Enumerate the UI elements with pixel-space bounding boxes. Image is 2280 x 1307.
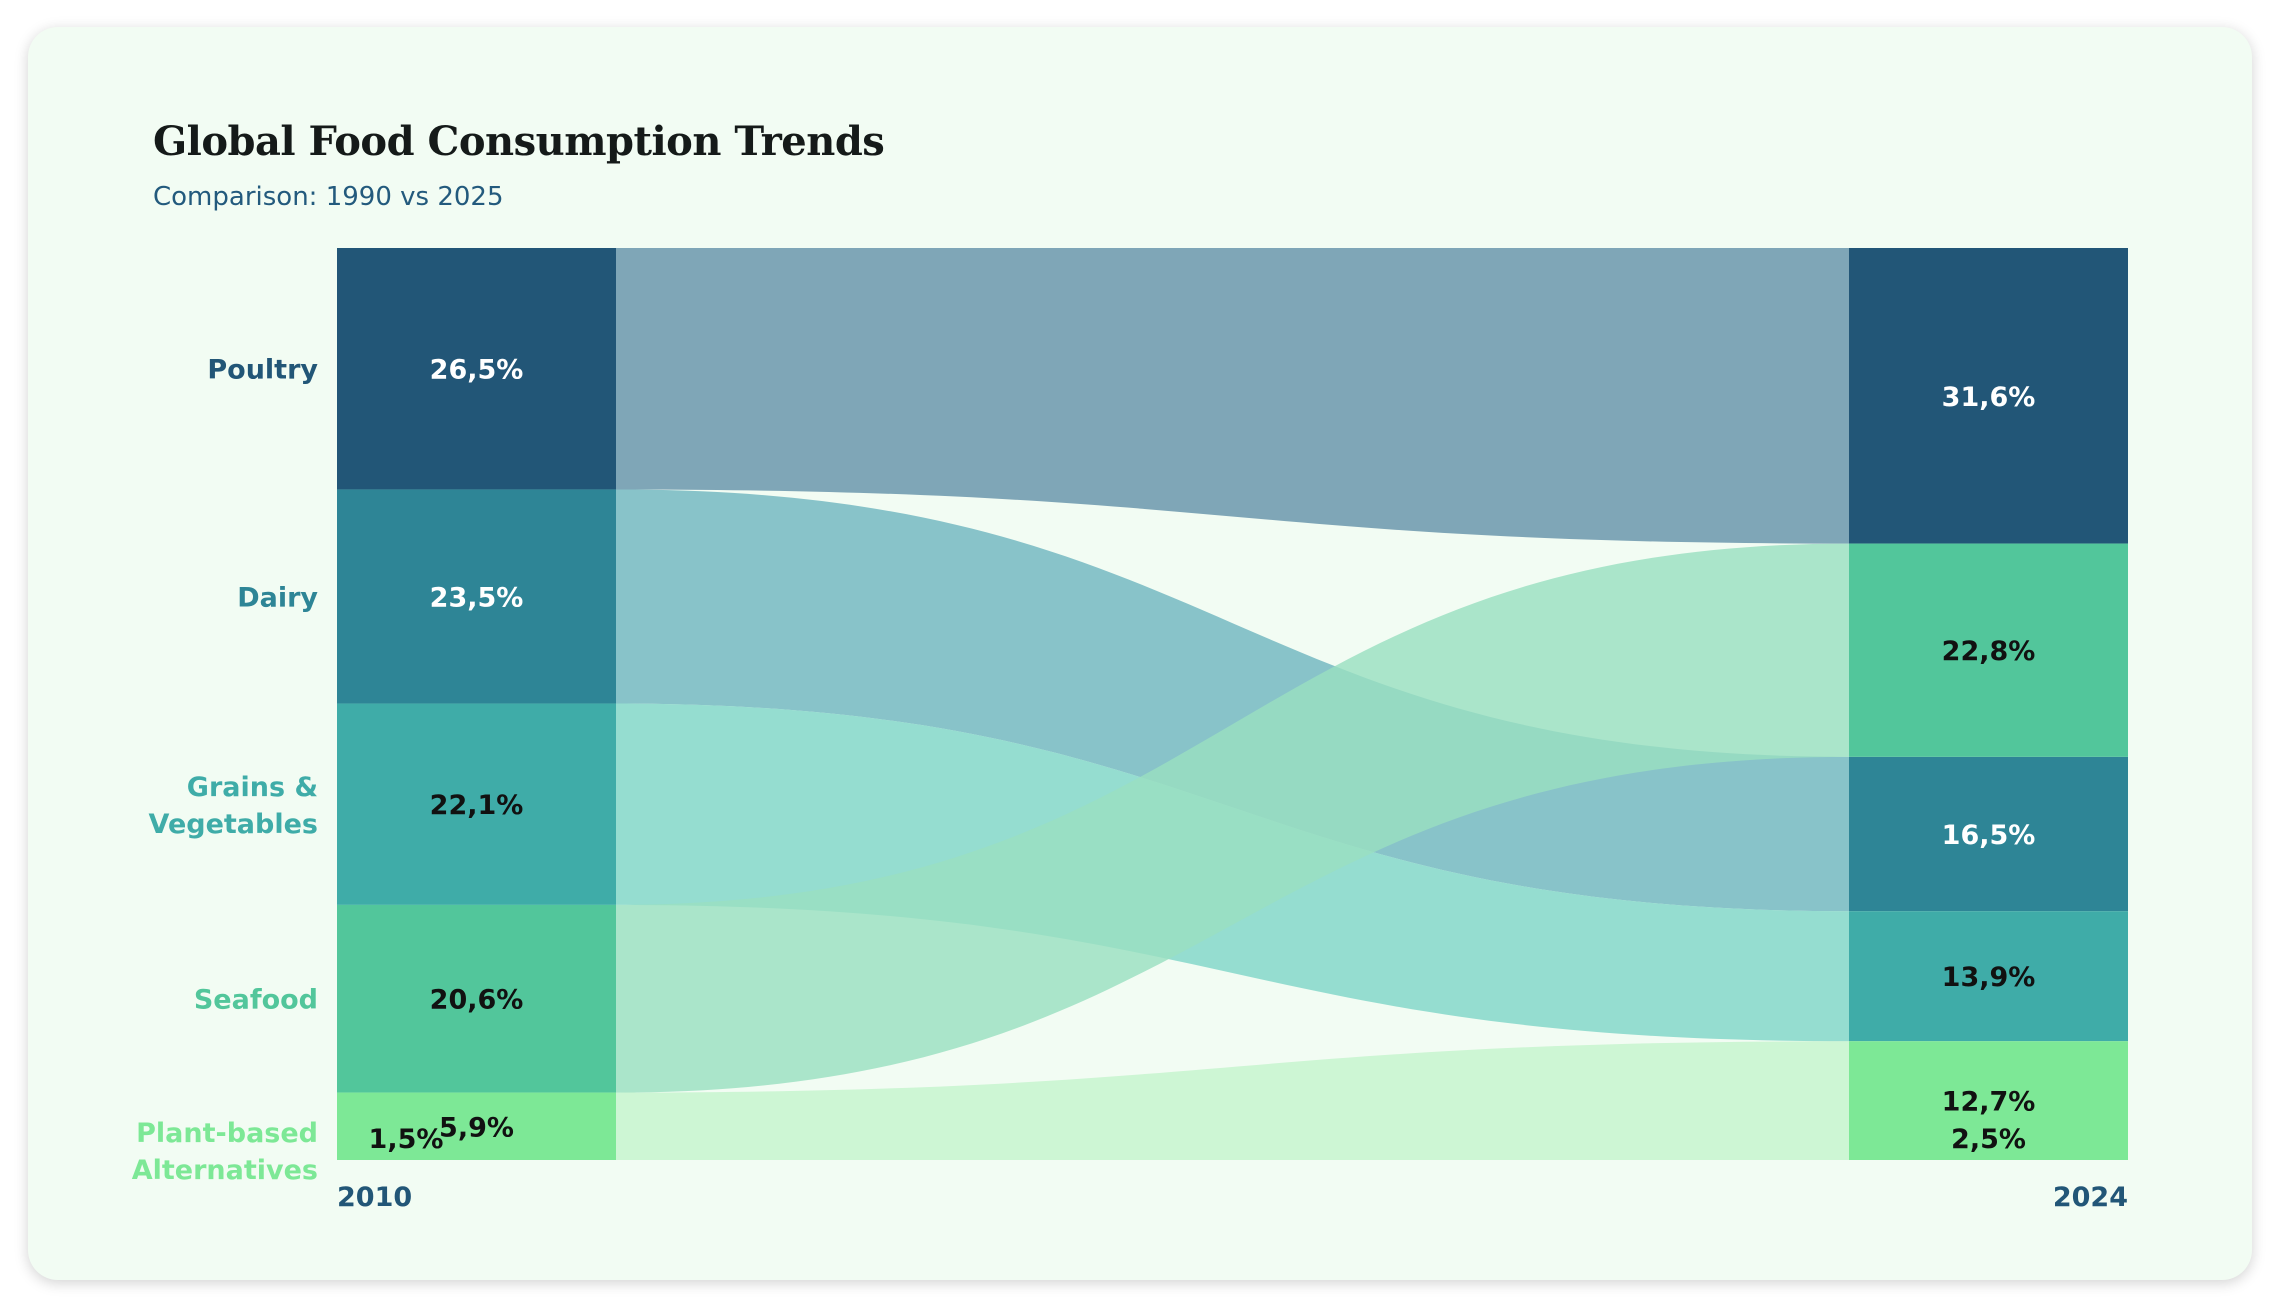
flow-link-plant-based-alternatives	[616, 1041, 1849, 1160]
left-node-grains-vegetables	[337, 703, 616, 905]
flow-link-dairy	[616, 489, 1849, 912]
right-node-plant-based-alternatives	[1849, 1041, 2128, 1160]
left-value-label-poultry: 26,5%	[430, 355, 524, 386]
left-node-dairy	[337, 489, 616, 704]
chart-labels: 26,5% 23,5% 22,1% 20,6% 5,9% 31,6% 16,5% 13,9% 2…	[132, 355, 2128, 1213]
category-label-plant-based-alternatives: Plant-based Alternatives	[132, 1118, 318, 1186]
flow-link-seafood	[616, 543, 1849, 1093]
right-value-label-poultry: 31,6%	[1942, 382, 2036, 413]
right-node-grains-vegetables	[1849, 911, 2128, 1042]
right-value-label-dairy: 16,5%	[1942, 820, 2036, 851]
category-label-dairy: Dairy	[237, 582, 318, 613]
left-value-label-seafood: 20,6%	[430, 985, 524, 1016]
category-label-grains-vegetables: Grains & Vegetables	[149, 772, 318, 840]
right-value-label-plant-based-alternatives: 12,7%	[1942, 1087, 2036, 1118]
right-node-poultry	[1849, 248, 2128, 544]
chart-title: Global Food Consumption Trends	[153, 118, 885, 165]
left-node-poultry	[337, 248, 616, 490]
flow-link-poultry	[616, 248, 1849, 544]
left-value-label-dairy: 23,5%	[430, 582, 524, 613]
flow-links	[616, 248, 1849, 1160]
column-label-left: 2010	[337, 1182, 412, 1213]
column-label-right: 2024	[2053, 1182, 2128, 1213]
right-node-seafood	[1849, 543, 2128, 757]
right-node-dairy	[1849, 756, 2128, 912]
right-extra-value-label: 2,5%	[1951, 1124, 2026, 1155]
category-label-poultry: Poultry	[207, 355, 318, 386]
category-nodes	[337, 248, 2128, 1160]
left-node-plant-based-alternatives	[337, 1092, 616, 1160]
right-value-label-grains-vegetables: 13,9%	[1942, 962, 2036, 993]
left-value-label-grains-vegetables: 22,1%	[430, 790, 524, 821]
chart-subtitle: Comparison: 1990 vs 2025	[153, 182, 504, 212]
left-value-label-plant-based-alternatives: 5,9%	[439, 1112, 514, 1143]
category-label-seafood: Seafood	[194, 985, 318, 1016]
right-value-label-seafood: 22,8%	[1942, 636, 2036, 667]
left-extra-value-label: 1,5%	[369, 1124, 444, 1155]
left-node-seafood	[337, 904, 616, 1093]
